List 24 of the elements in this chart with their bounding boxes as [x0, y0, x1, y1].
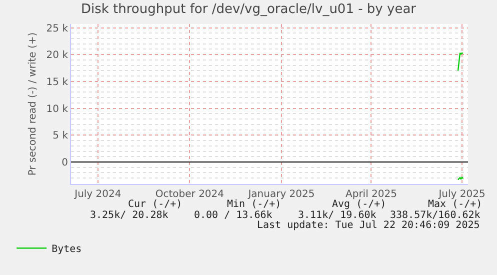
text: Max (-/+): [428, 199, 482, 210]
text: Cur (-/+): [128, 199, 182, 210]
text: Last update: Tue Jul 22 20:46:09 2025: [257, 220, 480, 231]
x-tick-label: January 2025: [247, 189, 315, 200]
legend-label: Bytes: [52, 244, 82, 255]
y-tick-label: 15 k: [46, 76, 68, 88]
y-tick-label: 10 k: [46, 104, 68, 115]
x-tick-label: July 2024: [74, 189, 122, 200]
text: 3.11k/ 19.60k: [298, 210, 376, 221]
text: Avg (-/+): [332, 199, 386, 210]
line-series: [457, 52, 464, 72]
y-tick-label: 5 k: [52, 130, 68, 142]
y-tick-label: 0: [62, 157, 68, 168]
y-tick-label: 20 k: [46, 50, 68, 62]
text: 3.25k/ 20.28k: [90, 210, 168, 221]
chart-title: Disk throughput for /dev/vg_oracle/lv_u01 - by year: [80, 2, 417, 18]
text: Min (-/+): [227, 199, 282, 210]
x-tick-label: July 2025: [438, 189, 486, 200]
x-tick-label: October 2024: [155, 189, 224, 200]
x-tick-label: April 2025: [346, 189, 397, 200]
text: 338.57k/160.62k: [390, 210, 480, 221]
y-axis-title: Pr second read (-) / write (+): [27, 32, 38, 176]
text: 0.00 / 13.66k: [194, 210, 272, 221]
y-tick-label: 25 k: [46, 23, 68, 34]
